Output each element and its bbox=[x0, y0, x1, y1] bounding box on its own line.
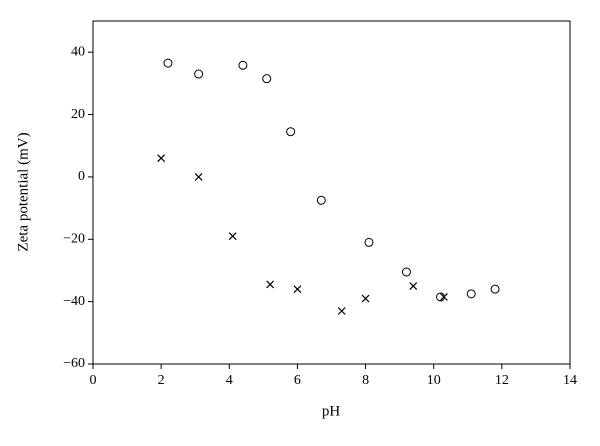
x-tick-label: 2 bbox=[158, 373, 165, 388]
cross-point bbox=[293, 285, 302, 294]
x-tick-label: 14 bbox=[563, 373, 577, 388]
x-tick-label: 12 bbox=[495, 373, 509, 388]
x-tick-label: 10 bbox=[427, 373, 441, 388]
circle-point bbox=[364, 237, 374, 247]
plot-frame bbox=[92, 20, 571, 365]
x-tick-label: 8 bbox=[362, 373, 369, 388]
circle-point bbox=[262, 74, 272, 84]
y-axis-label: Zeta potential (mV) bbox=[15, 132, 31, 251]
circle-point bbox=[163, 58, 173, 68]
y-tick-label: 20 bbox=[71, 107, 85, 122]
cross-point bbox=[337, 307, 346, 315]
circle-point bbox=[316, 195, 326, 205]
circle-point bbox=[466, 289, 476, 299]
cross-point bbox=[409, 282, 418, 290]
x-tick-label: 4 bbox=[226, 373, 233, 388]
y-tick-label: −20 bbox=[63, 231, 85, 246]
circle-point bbox=[194, 69, 204, 79]
y-tick-label: −60 bbox=[63, 356, 85, 371]
cross-point bbox=[157, 154, 166, 163]
cross-point bbox=[361, 294, 370, 303]
circle-point bbox=[401, 267, 411, 277]
x-tick-label: 0 bbox=[90, 373, 97, 388]
y-tick-label: 0 bbox=[78, 169, 85, 184]
y-tick-label: 40 bbox=[71, 44, 85, 59]
y-tick-label: −40 bbox=[63, 294, 85, 309]
circle-point bbox=[238, 60, 248, 70]
cross-point bbox=[194, 172, 203, 181]
cross-point bbox=[266, 280, 275, 289]
circle-point bbox=[286, 127, 296, 137]
x-tick-label: 6 bbox=[294, 373, 301, 388]
circle-point bbox=[490, 284, 500, 294]
cross-point bbox=[228, 232, 237, 241]
cross-point bbox=[440, 293, 448, 301]
x-axis-label: pH bbox=[322, 403, 341, 419]
